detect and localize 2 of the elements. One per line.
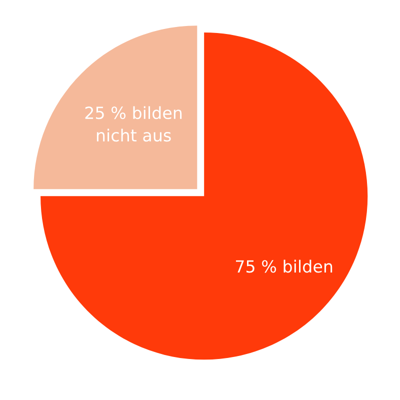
slice-label: 25 % bilden nicht aus	[85, 106, 182, 142]
slice-label: 75 % bilden	[236, 260, 332, 273]
